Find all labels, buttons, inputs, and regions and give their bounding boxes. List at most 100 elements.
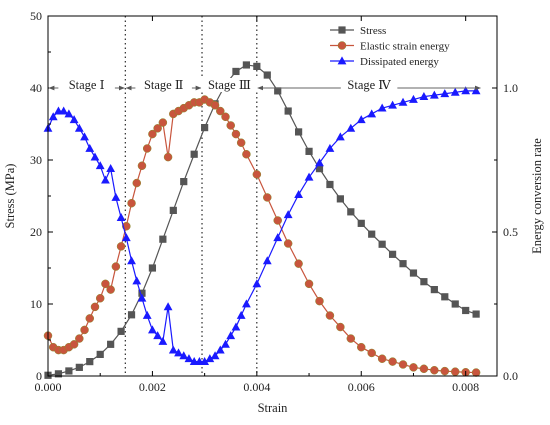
x-tick-label: 0.004 — [243, 380, 270, 394]
series-point — [336, 195, 344, 203]
series-point — [107, 340, 115, 348]
series-point — [274, 87, 282, 95]
series-point — [368, 230, 376, 238]
y-left-tick-label: 20 — [30, 225, 42, 239]
series-point — [148, 264, 157, 272]
legend: Stress Elastic strain energy Dissipated en… — [330, 25, 450, 68]
series-point — [174, 348, 183, 357]
series-point — [80, 325, 89, 335]
series-point — [409, 94, 418, 103]
series-point — [96, 350, 104, 358]
series-point — [111, 192, 121, 201]
series-point — [253, 62, 261, 70]
series-point — [163, 152, 173, 162]
series-point — [205, 354, 215, 363]
series-point — [231, 322, 241, 331]
series-point — [121, 233, 131, 242]
stage-label: Stage Ⅱ — [144, 78, 183, 92]
series-point — [315, 158, 324, 167]
series-point — [95, 161, 105, 170]
series-point — [263, 193, 272, 202]
series-point — [85, 143, 95, 152]
series-point — [429, 90, 439, 99]
series-point — [294, 189, 304, 198]
series-point — [283, 210, 293, 219]
series-point — [236, 310, 246, 319]
series-point — [148, 325, 157, 334]
series-point — [440, 89, 450, 98]
legend-label: Elastic strain energy — [360, 41, 450, 53]
series-point — [315, 296, 324, 306]
series-point — [221, 339, 230, 348]
series-point — [64, 109, 74, 118]
series-point — [226, 331, 236, 340]
series-point — [59, 106, 69, 115]
series-point — [440, 366, 450, 376]
series-point — [85, 314, 95, 323]
y-axis-left-title: Stress (MPa) — [3, 164, 17, 229]
series-point — [132, 276, 142, 285]
series-point — [242, 61, 250, 69]
x-tick-label: 0.002 — [139, 380, 166, 394]
series-point — [462, 306, 470, 315]
series-point — [127, 311, 136, 319]
series-point — [210, 351, 220, 360]
series-point — [158, 336, 168, 345]
series-point — [315, 165, 324, 173]
series-point — [262, 256, 272, 265]
series-point — [419, 92, 429, 101]
series-point — [326, 180, 334, 189]
series-point — [142, 310, 152, 319]
series-point — [127, 198, 136, 208]
series-point — [325, 311, 335, 320]
series-point — [86, 358, 94, 366]
series-point — [106, 285, 115, 294]
series-point — [283, 239, 293, 248]
series-point — [137, 161, 147, 171]
series-point — [216, 106, 225, 116]
stage-annotations: Stage Ⅰ Stage Ⅱ Stage Ⅲ Stage Ⅳ — [48, 78, 481, 92]
series-line — [47, 90, 477, 363]
y-right-tick-label: 0.5 — [503, 225, 518, 239]
series-point — [346, 123, 356, 132]
series-point — [472, 310, 480, 318]
series-point — [132, 178, 142, 188]
series-point — [388, 100, 397, 109]
axes-layer: 0.000 0.002 0.004 0.006 0.008 0 10 20 30 40 50 0.0 0… — [30, 9, 518, 394]
series-point — [378, 240, 386, 248]
series-point — [409, 363, 418, 372]
series-point — [304, 279, 314, 289]
y-left-tick-label: 50 — [30, 9, 42, 23]
legend-marker — [337, 41, 347, 50]
series-point — [241, 299, 251, 308]
series-point — [180, 178, 188, 186]
series-point — [347, 208, 355, 216]
series-point — [325, 143, 335, 152]
series-point — [75, 334, 84, 343]
series-point — [90, 302, 100, 312]
series-point — [127, 256, 136, 265]
x-axis-title: Strain — [258, 401, 289, 415]
stage-label: Stage Ⅰ — [69, 78, 105, 92]
series-point — [263, 71, 271, 79]
series-point — [111, 262, 121, 271]
y-axis-right-title: Energy conversion rate — [530, 138, 544, 254]
series-point — [430, 365, 439, 375]
stage-label-bg — [135, 78, 192, 92]
series-point — [190, 150, 198, 158]
series-line — [47, 64, 477, 376]
series-point — [168, 345, 178, 354]
series-point — [450, 367, 460, 376]
series-point — [430, 286, 438, 294]
series-point — [367, 348, 376, 358]
series-point — [388, 357, 397, 366]
series-point — [69, 340, 79, 349]
series-point — [420, 278, 428, 286]
series-point — [252, 170, 262, 179]
series-point — [106, 164, 116, 173]
series-point — [138, 289, 146, 297]
series-point — [357, 342, 366, 352]
series-point — [367, 109, 377, 118]
series-point — [201, 124, 209, 132]
